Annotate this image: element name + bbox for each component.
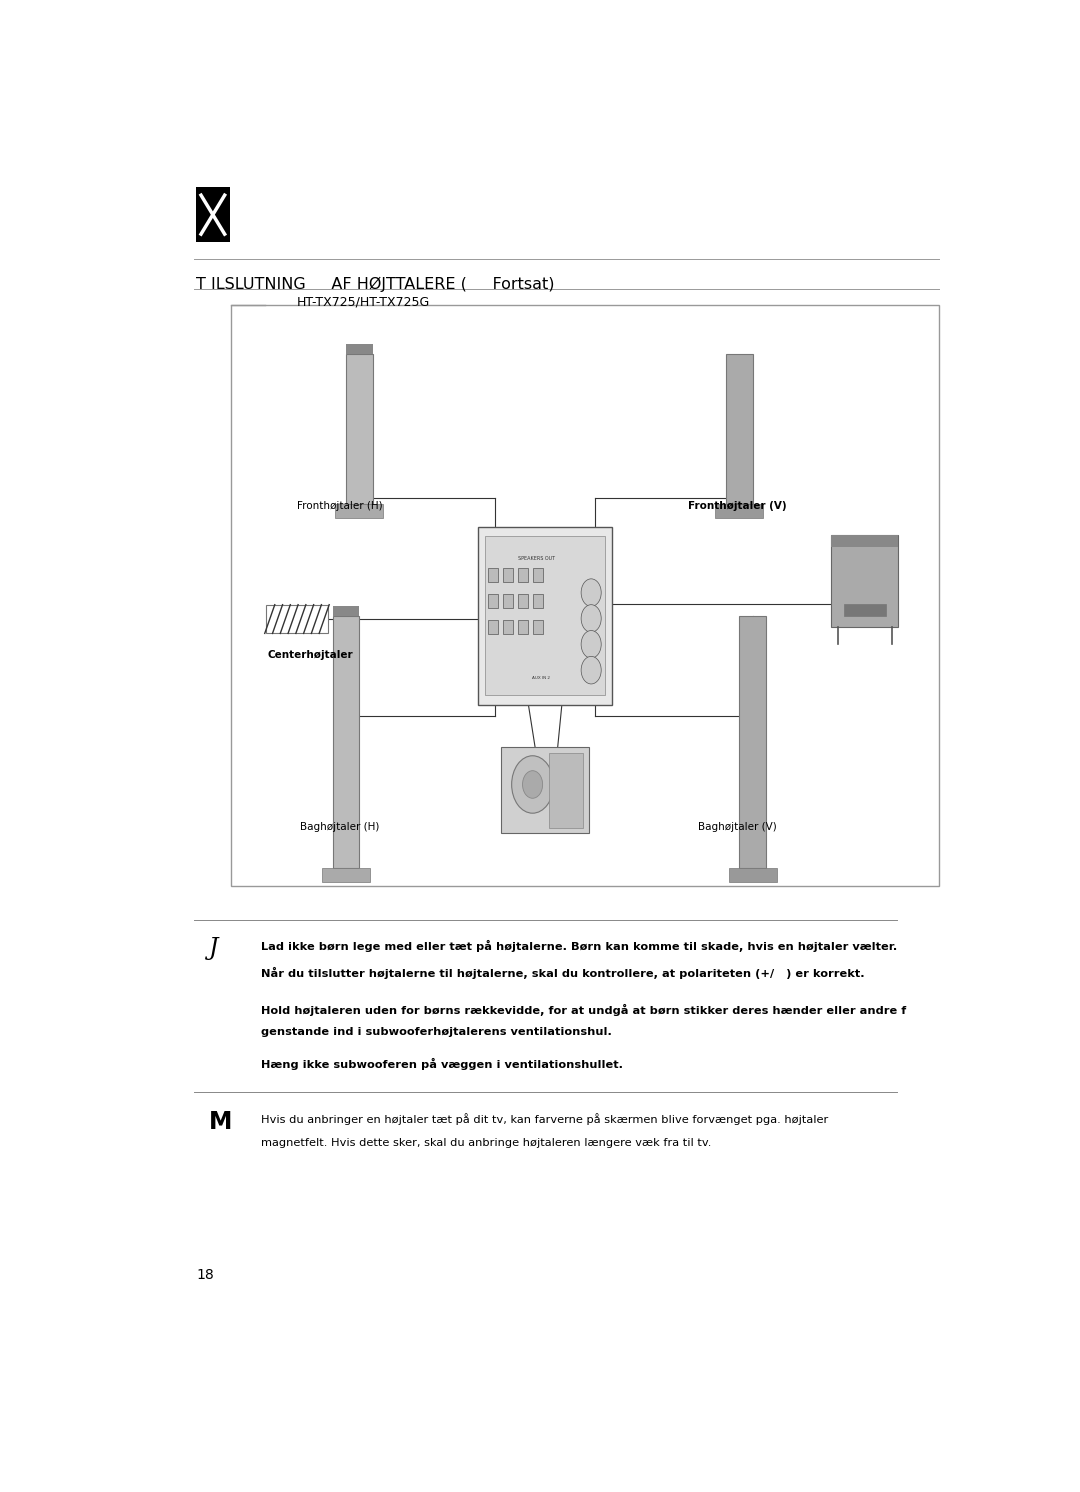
Bar (333, 606, 360, 616)
Bar (518, 568, 528, 582)
Bar (534, 621, 543, 634)
Bar (333, 616, 360, 868)
Bar (488, 594, 498, 607)
Text: magnetfelt. Hvis dette sker, skal du anbringe højtaleren længere væk fra til tv.: magnetfelt. Hvis dette sker, skal du anb… (260, 1138, 711, 1149)
Bar (726, 354, 753, 504)
Text: genstande ind i subwooferhøjtalerens ventilationshul.: genstande ind i subwooferhøjtalerens ven… (260, 1026, 611, 1037)
Bar (488, 621, 498, 634)
Bar (518, 621, 528, 634)
Bar (488, 568, 498, 582)
Text: J: J (208, 937, 218, 961)
Bar (501, 747, 589, 834)
Bar (843, 604, 886, 616)
Text: Hvis du anbringer en højtaler tæt på dit tv, kan farverne på skærmen blive forvæ: Hvis du anbringer en højtaler tæt på dit… (260, 1113, 827, 1125)
Bar (231, 306, 939, 886)
Bar (197, 186, 230, 242)
Text: Fronthøjtaler (V): Fronthøjtaler (V) (688, 501, 787, 510)
Bar (503, 568, 513, 582)
Bar (485, 536, 606, 695)
Bar (534, 594, 543, 607)
Text: M: M (208, 1110, 232, 1134)
Circle shape (581, 656, 602, 683)
Text: Baghøjtaler (H): Baghøjtaler (H) (300, 822, 380, 833)
Bar (322, 868, 369, 882)
Text: Fronthøjtaler (H): Fronthøjtaler (H) (297, 501, 383, 510)
Bar (715, 504, 764, 518)
Bar (832, 536, 899, 627)
Text: HT-TX725/HT-TX725G: HT-TX725/HT-TX725G (297, 295, 430, 309)
Circle shape (523, 771, 542, 798)
Bar (503, 621, 513, 634)
Text: Sub   oofer: Sub oofer (835, 557, 892, 565)
Circle shape (581, 579, 602, 606)
Circle shape (581, 631, 602, 658)
Text: Baghøjtaler (V): Baghøjtaler (V) (699, 822, 777, 833)
Circle shape (581, 604, 602, 633)
Text: Lad ikke børn lege med eller tæt på højtalerne. Børn kan komme til skade, hvis e: Lad ikke børn lege med eller tæt på højt… (260, 940, 896, 952)
Text: SPEAKERS OUT: SPEAKERS OUT (518, 557, 555, 561)
Circle shape (512, 756, 554, 813)
Text: Hæng ikke subwooferen på væggen i ventilationshullet.: Hæng ikke subwooferen på væggen i ventil… (260, 1058, 622, 1070)
Bar (832, 536, 899, 546)
Bar (518, 594, 528, 607)
Text: T ILSLUTNING     AF HØJTTALERE (     Fortsat): T ILSLUTNING AF HØJTTALERE ( Fortsat) (197, 276, 555, 292)
Text: Når du tilslutter højtalerne til højtalerne, skal du kontrollere, at polariteten: Når du tilslutter højtalerne til højtale… (260, 967, 864, 979)
Bar (729, 868, 777, 882)
Bar (336, 504, 383, 518)
Bar (346, 345, 373, 354)
Text: 18: 18 (197, 1268, 214, 1282)
Text: AUX IN 2: AUX IN 2 (532, 676, 550, 680)
Bar (478, 527, 612, 704)
Bar (266, 604, 328, 634)
Bar (534, 568, 543, 582)
Bar (503, 594, 513, 607)
Text: Hold højtaleren uden for børns rækkevidde, for at undgå at børn stikker deres hæ: Hold højtaleren uden for børns rækkevidd… (260, 1004, 906, 1016)
Bar (346, 354, 373, 504)
Bar (550, 753, 583, 828)
Text: Centerhøjtaler: Centerhøjtaler (268, 651, 353, 659)
Bar (740, 616, 766, 868)
